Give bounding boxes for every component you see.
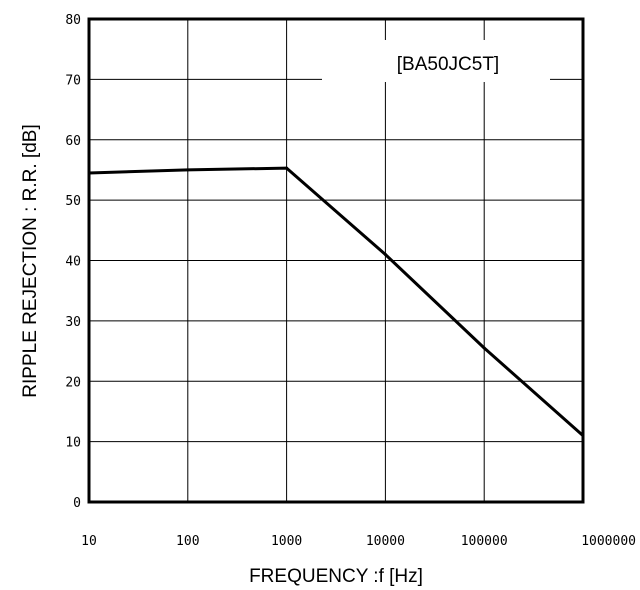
y-axis-title: RIPPLE REJECTION : R.R. [dB] xyxy=(20,124,41,397)
y-tick-label: 40 xyxy=(65,255,81,270)
y-tick-labels: 0 10 20 30 40 50 60 70 80 xyxy=(65,13,81,511)
x-axis-title: FREQUENCY :f [Hz] xyxy=(249,566,423,587)
data-point xyxy=(383,253,387,256)
y-tick-label: 50 xyxy=(65,194,81,209)
series-line-group xyxy=(87,166,585,438)
x-tick-label: 10 xyxy=(81,534,97,549)
grid-lines xyxy=(89,19,583,502)
x-tick-label: 1000000 xyxy=(581,534,636,549)
data-point xyxy=(285,166,289,170)
y-tick-label: 70 xyxy=(65,73,81,88)
y-tick-label: 60 xyxy=(65,134,81,149)
data-point xyxy=(482,346,486,350)
series-line xyxy=(88,166,584,437)
y-tick-label: 20 xyxy=(65,375,81,390)
y-tick-label: 30 xyxy=(65,315,81,330)
y-tick-label: 0 xyxy=(73,496,81,511)
y-tick-label: 10 xyxy=(65,436,81,451)
annotation-backdrop xyxy=(322,40,550,82)
x-tick-label: 100 xyxy=(176,534,199,549)
plot-frame xyxy=(87,17,585,504)
data-point xyxy=(186,168,190,172)
x-tick-label: 10000 xyxy=(366,534,405,549)
x-tick-label: 1000 xyxy=(271,534,302,549)
y-tick-label: 80 xyxy=(65,13,81,28)
chart-annotation: [BA50JC5T] xyxy=(397,54,499,75)
x-tick-labels: 10 100 1000 10000 100000 1000000 xyxy=(81,534,636,549)
x-tick-label: 100000 xyxy=(461,534,508,549)
